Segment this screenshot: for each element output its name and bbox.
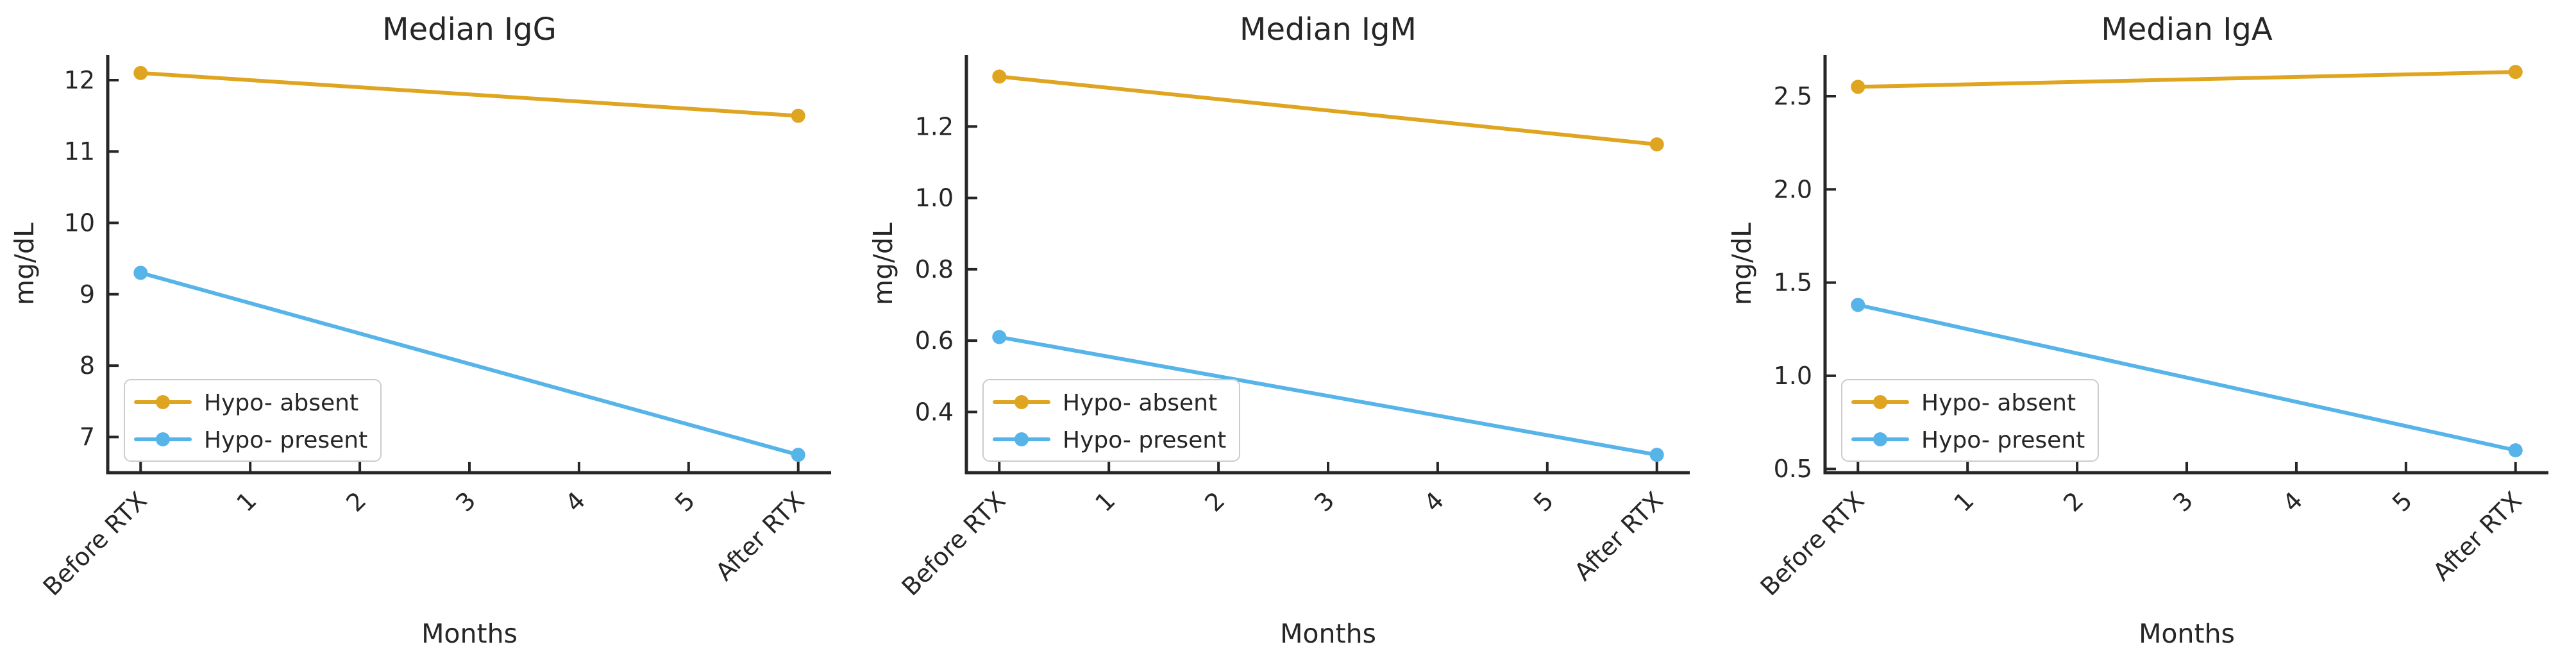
series-line-hypo-present — [139, 271, 800, 457]
data-point-hypo-absent — [1649, 137, 1664, 152]
data-point-hypo-present — [133, 266, 148, 280]
y-tick-label: 2.0 — [1774, 175, 1812, 203]
legend-label: Hypo- absent — [204, 390, 358, 416]
y-tick-label: 9 — [80, 280, 95, 308]
y-tick-label: 12 — [64, 66, 95, 94]
chart-cell-median-igg: Median IgG mg/dL Months 7 8 9 10 11 12 Before RTX… — [0, 0, 859, 667]
data-point-hypo-present — [992, 330, 1007, 344]
x-axis-label: Months — [1280, 618, 1376, 649]
y-tick-label: 0.5 — [1774, 455, 1812, 483]
x-tick-label: 2 — [2058, 486, 2089, 517]
y-axis-label: mg/dL — [868, 223, 898, 305]
axes: 0.5 1.0 1.5 2.0 2.5 Before RTX 1 2 3 4 5 After RTX — [1755, 55, 2548, 601]
chart-title: Median IgG — [382, 12, 557, 47]
x-tick-label: 2 — [1199, 486, 1230, 517]
x-tick-label: 3 — [1309, 486, 1340, 517]
data-point-hypo-absent — [992, 69, 1007, 84]
x-tick-label: 1 — [231, 486, 262, 517]
chart-title: Median IgM — [1240, 12, 1417, 47]
legend-label: Hypo- present — [1063, 427, 1226, 453]
legend-label: Hypo- absent — [1921, 390, 2076, 416]
y-tick-label: 2.5 — [1774, 82, 1812, 110]
x-tick-label: Before RTX — [1755, 486, 1870, 601]
legend: Hypo- absent Hypo- present — [124, 379, 382, 462]
data-point-hypo-absent — [133, 65, 148, 80]
legend-label: Hypo- present — [204, 427, 367, 453]
y-axis-label: mg/dL — [1726, 223, 1757, 305]
x-tick-label: 2 — [341, 486, 371, 517]
data-point-hypo-present — [1851, 298, 1865, 312]
series-line-hypo-absent — [997, 74, 1659, 147]
x-axis-label: Months — [2139, 618, 2235, 649]
x-tick-label: 4 — [560, 486, 591, 517]
x-tick-label: 4 — [1418, 486, 1449, 517]
legend-label: Hypo- absent — [1063, 390, 1217, 416]
chart-title: Median IgA — [2101, 12, 2272, 47]
x-tick-label: Before RTX — [897, 486, 1011, 601]
y-tick-label: 0.8 — [915, 255, 954, 283]
legend-marker-dot — [1014, 395, 1029, 409]
x-tick-label: 5 — [669, 486, 700, 517]
legend: Hypo- absent Hypo- present — [982, 379, 1240, 462]
series-line-hypo-absent — [139, 71, 800, 118]
series-line-hypo-present — [1856, 303, 2518, 453]
x-tick-label: After RTX — [1569, 486, 1669, 586]
x-tick-label: 1 — [1090, 486, 1120, 517]
x-tick-label: 5 — [1528, 486, 1559, 517]
y-tick-label: 1.2 — [915, 112, 954, 140]
series-line-hypo-present — [997, 335, 1659, 457]
chart-median-iga: Median IgA mg/dL Months 0.5 1.0 1.5 2.0 2.5 Befo… — [1726, 12, 2548, 649]
legend-marker-dot — [156, 432, 170, 446]
series-line-hypo-absent — [1856, 70, 2518, 89]
legend-marker-dot — [1873, 395, 1887, 409]
y-tick-label: 10 — [64, 209, 95, 237]
y-tick-label: 8 — [80, 351, 95, 380]
y-tick-label: 0.4 — [915, 398, 954, 426]
y-axis-label: mg/dL — [9, 223, 40, 305]
data-point-hypo-absent — [2508, 65, 2523, 80]
chart-cell-median-iga: Median IgA mg/dL Months 0.5 1.0 1.5 2.0 2.5 Befo… — [1717, 0, 2576, 667]
data-point-hypo-present — [791, 448, 805, 462]
legend-marker-dot — [156, 395, 170, 409]
y-tick-label: 7 — [80, 423, 95, 451]
legend-label: Hypo- present — [1921, 427, 2085, 453]
x-tick-label: After RTX — [2427, 486, 2527, 586]
x-tick-label: 4 — [2277, 486, 2308, 517]
y-tick-label: 11 — [64, 137, 95, 165]
x-tick-label: Before RTX — [38, 486, 153, 601]
x-axis-label: Months — [421, 618, 518, 649]
x-tick-label: 3 — [450, 486, 481, 517]
legend-marker-dot — [1014, 432, 1029, 446]
y-tick-label: 1.0 — [915, 184, 954, 212]
x-tick-label: After RTX — [710, 486, 810, 586]
data-point-hypo-absent — [791, 108, 805, 123]
y-tick-label: 1.5 — [1774, 269, 1812, 297]
data-point-hypo-present — [2508, 443, 2523, 458]
legend: Hypo- absent Hypo- present — [1841, 379, 2099, 462]
chart-median-igm: Median IgM mg/dL Months 0.4 0.6 0.8 1.0 1.2 Befo… — [868, 12, 1690, 649]
y-tick-label: 1.0 — [1774, 362, 1812, 390]
chart-cell-median-igm: Median IgM mg/dL Months 0.4 0.6 0.8 1.0 1.2 Befo… — [859, 0, 1717, 667]
x-tick-label: 5 — [2387, 486, 2418, 517]
x-tick-label: 3 — [2168, 486, 2198, 517]
legend-marker-dot — [1873, 432, 1887, 446]
x-tick-label: 1 — [1948, 486, 1979, 517]
data-point-hypo-absent — [1851, 80, 1865, 94]
data-point-hypo-present — [1649, 448, 1664, 462]
y-tick-label: 0.6 — [915, 326, 954, 355]
